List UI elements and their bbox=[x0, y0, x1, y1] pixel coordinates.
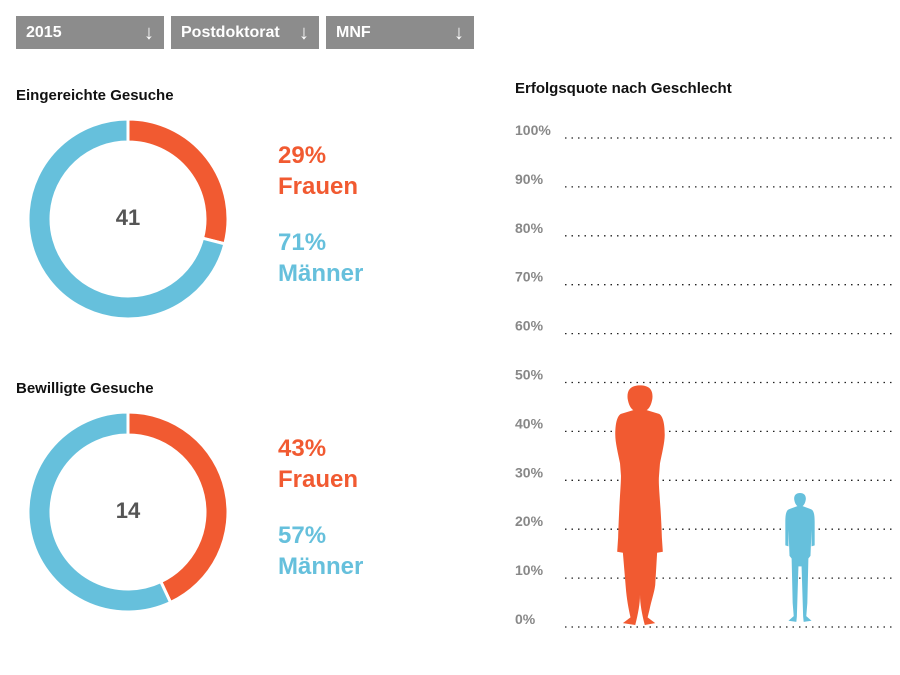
y-tick-label: 30% bbox=[515, 464, 544, 480]
submitted-men-stat: 71% Männer bbox=[278, 227, 363, 289]
approved-total: 14 bbox=[115, 498, 141, 523]
approved-men-label: Männer bbox=[278, 553, 364, 580]
y-tick-label: 50% bbox=[515, 367, 544, 383]
submitted-women-percent: 29% bbox=[278, 142, 327, 169]
submitted-women-stat: 29% Frauen bbox=[278, 140, 358, 202]
approved-title: Bewilligte Gesuche bbox=[16, 380, 154, 397]
career-stage-dropdown-value: Postdoktorat bbox=[181, 23, 280, 41]
y-tick-label: 90% bbox=[515, 171, 544, 187]
approved-women-stat: 43% Frauen bbox=[278, 433, 358, 495]
approved-men-stat: 57% Männer bbox=[278, 520, 363, 582]
woman-silhouette-icon bbox=[615, 385, 665, 625]
y-tick-label: 10% bbox=[515, 562, 544, 578]
career-stage-dropdown[interactable]: Postdoktorat ↓ bbox=[171, 16, 319, 49]
arrow-down-icon: ↓ bbox=[454, 21, 464, 44]
submitted-men-percent: 71% bbox=[278, 229, 327, 256]
year-dropdown-value: 2015 bbox=[26, 23, 62, 41]
submitted-title: Eingereichte Gesuche bbox=[16, 87, 174, 104]
field-dropdown-value: MNF bbox=[336, 23, 371, 41]
submitted-men-label: Männer bbox=[278, 260, 364, 287]
donut-slice-men bbox=[28, 412, 173, 612]
submitted-total: 41 bbox=[115, 205, 141, 230]
donut-slice-men bbox=[28, 119, 227, 319]
y-tick-label: 40% bbox=[515, 415, 544, 431]
y-tick-label: 70% bbox=[515, 269, 544, 285]
success-rate-chart: 0% 10% 20% 30% 40% 50% 60% 70% 80% 90% 100% bbox=[515, 122, 892, 628]
y-tick-label: 80% bbox=[515, 220, 544, 236]
arrow-down-icon: ↓ bbox=[299, 21, 309, 44]
approved-men-percent: 57% bbox=[278, 522, 327, 549]
success-rate-title: Erfolgsquote nach Geschlecht bbox=[515, 80, 732, 97]
approved-donut-chart bbox=[28, 412, 228, 612]
approved-women-label: Frauen bbox=[278, 466, 359, 493]
submitted-donut-chart bbox=[28, 119, 228, 319]
year-dropdown[interactable]: 2015 ↓ bbox=[16, 16, 164, 49]
submitted-women-label: Frauen bbox=[278, 173, 359, 200]
y-tick-label: 20% bbox=[515, 513, 544, 529]
arrow-down-icon: ↓ bbox=[144, 21, 154, 44]
y-tick-label: 60% bbox=[515, 318, 544, 334]
y-tick-label: 0% bbox=[515, 611, 536, 627]
field-dropdown[interactable]: MNF ↓ bbox=[326, 16, 474, 49]
man-silhouette-icon bbox=[785, 492, 815, 622]
approved-women-percent: 43% bbox=[278, 435, 327, 462]
y-tick-label: 100% bbox=[515, 122, 551, 138]
